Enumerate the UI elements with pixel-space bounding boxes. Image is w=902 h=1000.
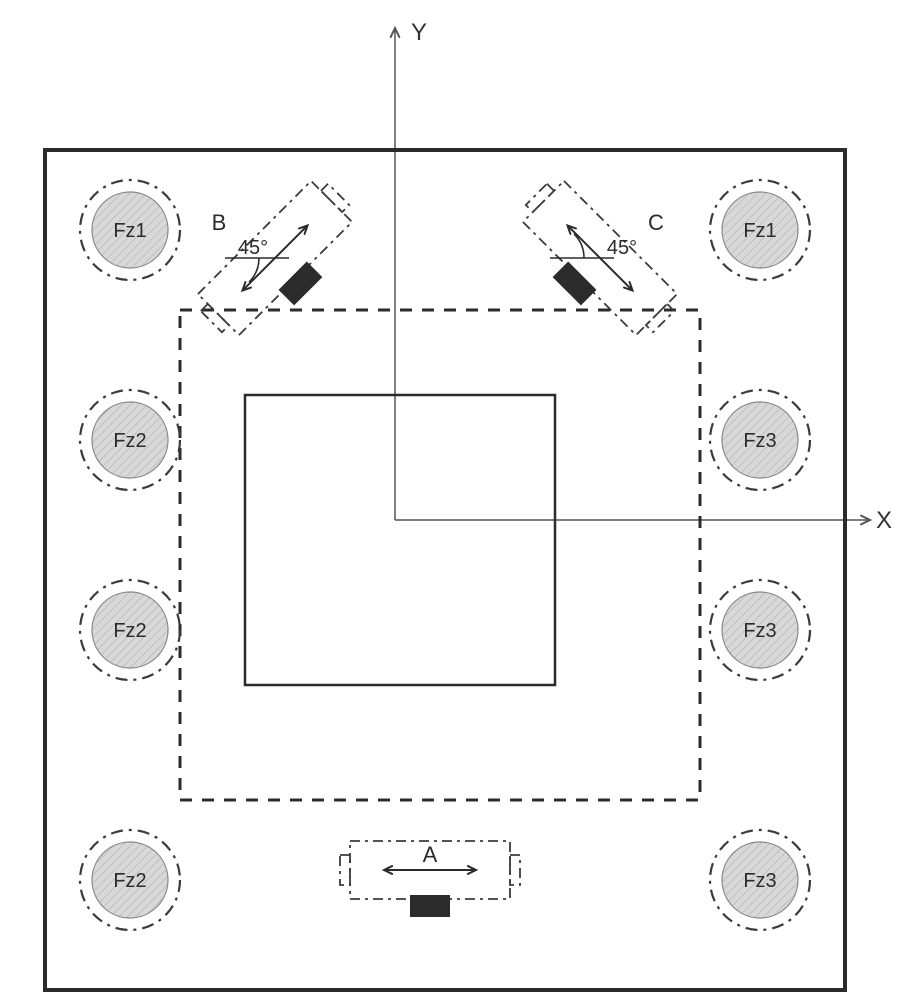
dashed-frame: [180, 310, 700, 800]
sensor-label: Fz3: [743, 870, 776, 892]
sensor-label: Fz1: [743, 220, 776, 242]
sensor-fz3-6: Fz3: [710, 580, 810, 680]
sensor-label: Fz3: [743, 620, 776, 642]
sensor-fz3-7: Fz3: [710, 830, 810, 930]
sensor-label: Fz1: [113, 220, 146, 242]
sensor-fz2-2: Fz2: [80, 390, 180, 490]
actuator-angle: 45°: [607, 237, 637, 259]
sensor-fz3-5: Fz3: [710, 390, 810, 490]
sensor-fz2-3: Fz2: [80, 580, 180, 680]
sensor-label: Fz2: [113, 620, 146, 642]
inner-frame: [245, 395, 555, 685]
actuator-angle: 45°: [238, 237, 268, 259]
sensor-fz2-4: Fz2: [80, 830, 180, 930]
sensor-label: Fz2: [113, 430, 146, 452]
sensor-fz1-0: Fz1: [80, 180, 180, 280]
sensor-label: Fz2: [113, 870, 146, 892]
sensor-fz1-1: Fz1: [710, 180, 810, 280]
x-axis-label: X: [876, 507, 892, 534]
actuator-c: C 45°: [503, 138, 720, 355]
actuator-label: C: [648, 210, 664, 235]
actuator-label: A: [423, 842, 438, 867]
actuator-b: B 45°: [156, 139, 372, 355]
actuator-a: A: [340, 841, 520, 917]
sensor-label: Fz3: [743, 430, 776, 452]
actuator-label: B: [212, 210, 227, 235]
y-axis-label: Y: [411, 19, 427, 46]
